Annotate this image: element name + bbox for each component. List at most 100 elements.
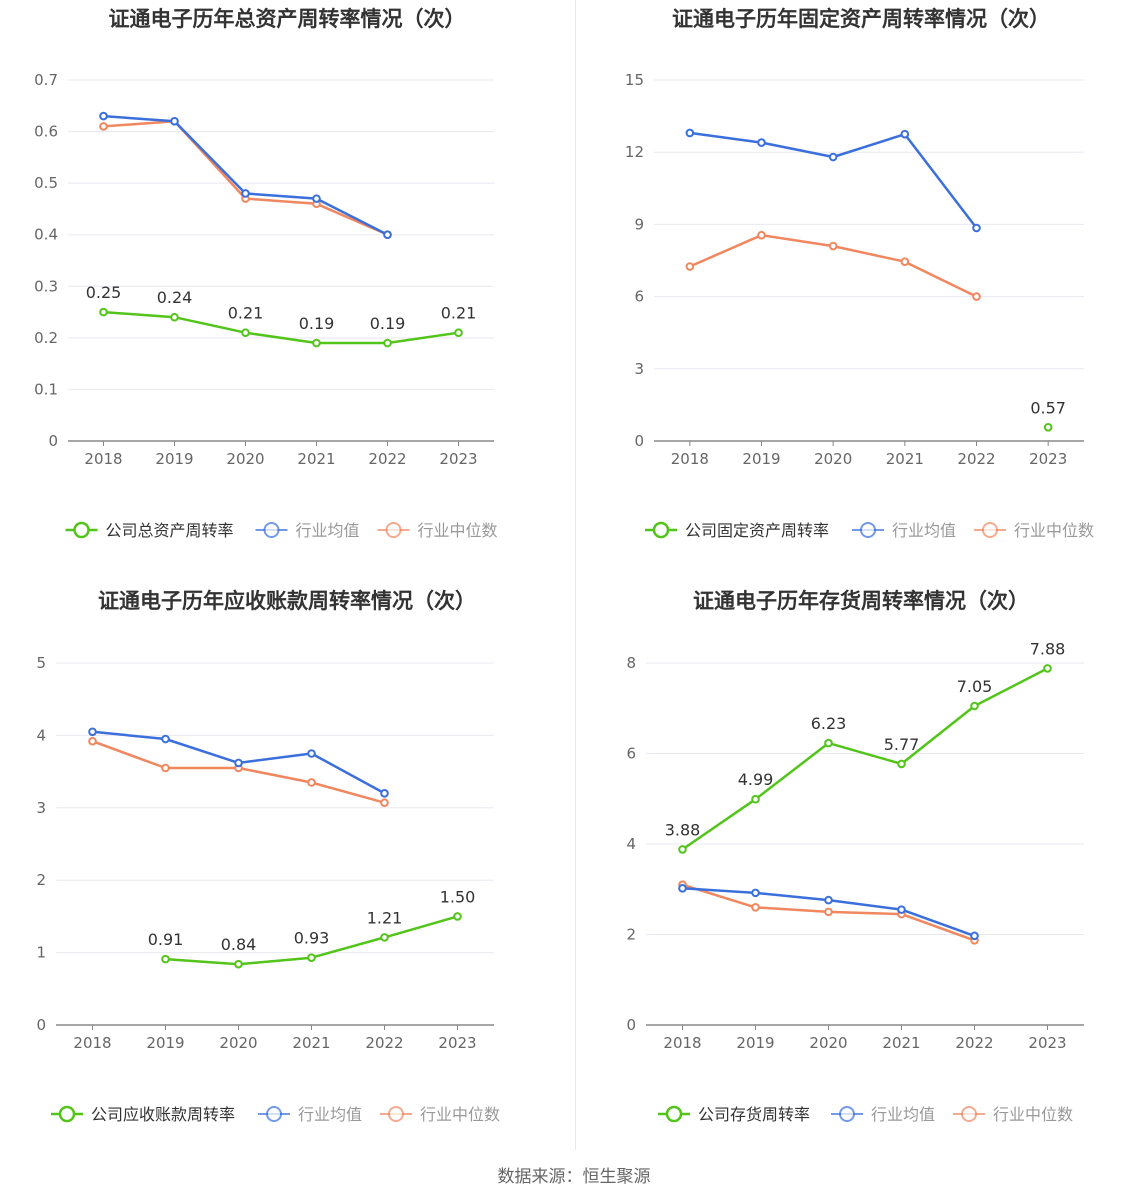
data-source-note: 数据来源：恒生聚源: [497, 1167, 651, 1187]
data-point-avg: [99, 111, 108, 121]
y-tick-label: 0.4: [34, 226, 58, 244]
legend-item: 公司固定资产周转率: [645, 521, 829, 540]
data-point-avg: [241, 189, 250, 198]
data-point-avg: [897, 905, 906, 914]
y-tick-label: 0.5: [34, 174, 58, 192]
legend-label: 行业中位数: [420, 1105, 500, 1124]
data-point-company: [453, 912, 462, 921]
chart-inventory-turnover: 证通电子历年存货周转率情况（次） 0 2 4 6 8 2018 2019 2020 2021 202…: [626, 589, 1084, 1124]
data-point-avg: [828, 152, 838, 162]
y-tick-label: 8: [626, 654, 636, 672]
legend-label: 公司存货周转率: [698, 1105, 810, 1124]
data-point-avg: [170, 116, 179, 126]
legend-label: 行业中位数: [993, 1105, 1073, 1124]
chart-title: 证通电子历年总资产周转率情况（次）: [109, 7, 466, 31]
data-point-median: [99, 122, 108, 131]
data-point-company: [897, 759, 906, 769]
x-tick-label: 2020: [809, 1034, 847, 1052]
data-label: 0.21: [228, 304, 264, 323]
legend-label: 行业均值: [296, 521, 360, 540]
x-tick-label: 2022: [957, 450, 995, 468]
y-tick-label: 0.2: [34, 329, 58, 347]
y-tick-label: 12: [625, 143, 644, 161]
data-point-company: [1043, 664, 1052, 673]
series-line-median: [103, 120, 388, 236]
y-tick-label: 1: [36, 944, 46, 962]
data-label: 4.99: [738, 770, 774, 789]
y-tick-label: 0.6: [34, 123, 58, 141]
data-point-company: [234, 959, 243, 969]
legend-label: 行业中位数: [1014, 521, 1094, 540]
x-tick-label: 2021: [297, 450, 335, 468]
chart-panel-receivables-turnover: 证通电子历年应收账款周转率情况（次） 0 1 2 3 4 5 2018 2019 2020 2021…: [0, 582, 574, 1164]
data-label: 7.05: [957, 677, 993, 696]
x-tick-label: 2023: [439, 450, 477, 468]
x-tick-label: 2020: [814, 450, 852, 468]
x-tick-label: 2018: [84, 450, 122, 468]
y-tick-label: 9: [634, 215, 644, 233]
data-point-avg: [751, 888, 760, 898]
y-tick-label: 0: [48, 432, 58, 450]
y-tick-label: 3: [36, 799, 46, 817]
chart-receivables-turnover: 证通电子历年应收账款周转率情况（次） 0 1 2 3 4 5 2018 2019 2020 2021…: [36, 589, 500, 1124]
legend-marker: [263, 522, 280, 538]
x-tick-label: 2023: [1029, 450, 1067, 468]
x-tick-label: 2019: [736, 1034, 774, 1052]
x-tick-label: 2019: [146, 1034, 184, 1052]
panel-divider: [575, 0, 576, 1150]
data-point-avg: [678, 884, 687, 893]
legend-label: 行业中位数: [418, 521, 498, 540]
y-tick-label: 2: [626, 926, 636, 944]
data-label: 0.24: [157, 288, 193, 307]
y-tick-label: 4: [626, 835, 636, 853]
x-tick-label: 2018: [671, 450, 709, 468]
y-tick-label: 0.7: [34, 71, 58, 89]
data-point-avg: [757, 138, 766, 147]
legend-label: 公司总资产周转率: [106, 521, 234, 540]
data-point-company: [380, 933, 389, 942]
x-tick-label: 2022: [368, 450, 406, 468]
legend-item: 行业均值: [831, 1105, 935, 1124]
x-tick-label: 2020: [226, 450, 264, 468]
data-point-median: [380, 798, 389, 808]
data-point-avg: [900, 129, 910, 139]
x-tick-label: 2023: [1028, 1034, 1066, 1052]
legend-item: 行业中位数: [377, 521, 498, 540]
data-point-company: [312, 338, 321, 348]
x-tick-label: 2023: [438, 1034, 476, 1052]
legend-item: 行业中位数: [974, 521, 1094, 540]
data-label: 0.21: [441, 304, 477, 323]
data-label: 5.77: [884, 735, 920, 754]
data-point-avg: [380, 789, 389, 798]
x-tick-label: 2021: [886, 450, 924, 468]
x-tick-label: 2019: [155, 450, 193, 468]
data-label: 0.84: [221, 935, 257, 954]
data-point-avg: [234, 758, 243, 768]
data-point-avg: [383, 230, 392, 240]
y-tick-label: 15: [625, 71, 644, 89]
data-point-company: [678, 845, 687, 854]
x-tick-label: 2018: [663, 1034, 701, 1052]
legend-marker: [388, 1106, 404, 1122]
data-point-median: [757, 230, 766, 240]
data-point-company: [307, 953, 316, 962]
data-point-company: [99, 307, 108, 317]
legend-marker: [266, 1106, 282, 1122]
chart-panel-fixed-asset-turnover: 证通电子历年固定资产周转率情况（次） 0 3 6 9 12 15 2018 2019 2020 20…: [574, 0, 1148, 582]
data-point-avg: [88, 727, 97, 737]
y-tick-label: 0: [634, 432, 644, 450]
legend-label: 公司应收账款周转率: [91, 1105, 235, 1124]
y-tick-label: 5: [36, 654, 46, 672]
data-point-avg: [161, 734, 170, 744]
data-label: 7.88: [1030, 639, 1066, 658]
data-point-median: [685, 262, 695, 271]
data-point-median: [824, 907, 833, 917]
data-label: 1.21: [367, 908, 403, 927]
data-point-avg: [824, 895, 833, 905]
data-point-company: [970, 701, 979, 711]
data-point-avg: [307, 749, 316, 758]
data-point-avg: [685, 128, 695, 138]
data-point-median: [972, 292, 981, 301]
series-line-company: [681, 667, 1049, 851]
legend-label: 行业均值: [892, 521, 956, 540]
